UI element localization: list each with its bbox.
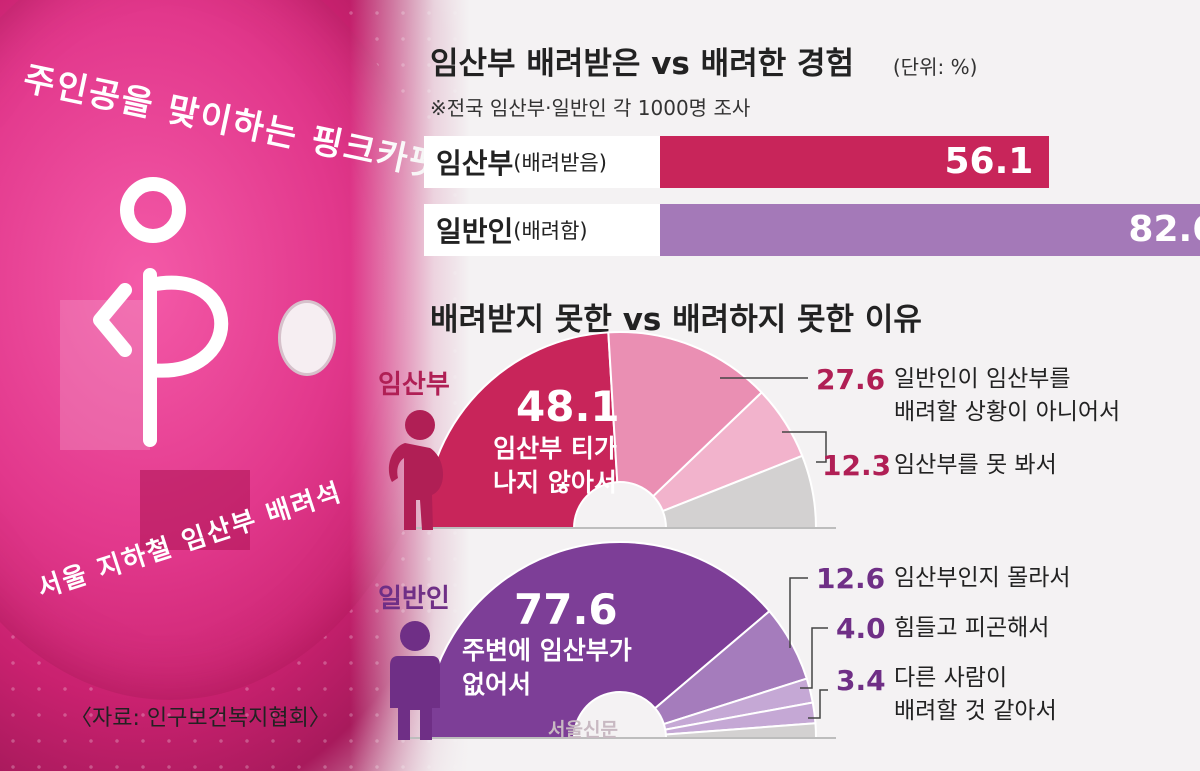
person-icon — [390, 621, 440, 740]
pregnant-logo-icon — [93, 177, 229, 447]
slice-value-label: 3.4 — [836, 664, 886, 697]
pregnant-woman-icon — [388, 410, 444, 530]
group-label-pregnant: 임산부 — [378, 370, 450, 400]
slice-label: 주변에 임산부가 없어서 — [462, 634, 632, 702]
leader-line — [782, 431, 827, 463]
leader-line — [800, 627, 828, 689]
slice-label: 임산부를 못 봐서 — [894, 452, 1057, 478]
semicircle-general — [404, 541, 836, 739]
slice-value-label: 48.1 — [516, 382, 620, 431]
slice-label-line: 다른 사람이 — [894, 665, 1008, 691]
slice-label: 임산부인지 몰라서 — [894, 565, 1071, 591]
bar-value-label: 56.1 — [944, 141, 1034, 182]
bar-category-main: 임산부 — [436, 147, 514, 180]
bar: 56.1 — [660, 136, 1050, 188]
bar: 82.6 — [660, 204, 1200, 256]
slice-value-label: 4.0 — [836, 612, 886, 645]
slice-label-line: 나지 않아서 — [493, 468, 617, 497]
pie-chart-title: 배려받지 못한 vs 배려하지 못한 이유 — [430, 302, 922, 338]
pie-slice — [422, 541, 771, 739]
bar-category-sub: (배려받음) — [513, 151, 607, 175]
watermark: 서울신문 — [548, 719, 618, 741]
bar-category-label: 일반인 (배려함) — [424, 204, 660, 256]
slice-value-label: 27.6 — [816, 363, 886, 396]
group-label-general: 일반인 — [378, 584, 450, 614]
bar-category-label: 임산부 (배려받음) — [424, 136, 660, 188]
slice-value-label: 12.6 — [816, 562, 886, 595]
slice-label: 임산부 티가 나지 않아서 — [480, 432, 630, 500]
photo-sticker — [278, 300, 336, 376]
survey-note: ※전국 임산부·일반인 각 1000명 조사 — [430, 96, 751, 120]
slice-value-label: 12.3 — [822, 449, 892, 482]
pie-slice — [607, 331, 764, 498]
slice-label-line: 임산부 티가 — [493, 434, 617, 463]
slice-label-line: 배려할 상황이 아니어서 — [894, 399, 1121, 425]
leader-line — [789, 577, 808, 648]
slice-label: 힘들고 피곤해서 — [894, 615, 1050, 641]
bar-value-label: 82.6 — [1128, 209, 1200, 250]
source-note: 〈자료: 인구보건복지협회〉 — [70, 706, 331, 731]
slice-label-line: 없어서 — [462, 670, 532, 699]
slice-label-line: 배려할 것 같아서 — [894, 698, 1057, 724]
slice-label-line: 주변에 임산부가 — [462, 636, 632, 665]
slice-label-line: 일반인이 임산부를 — [894, 366, 1071, 392]
semicircle-pregnant — [404, 331, 836, 529]
bar-category-main: 일반인 — [436, 215, 514, 248]
leader-line — [808, 689, 828, 719]
unit-label: (단위: %) — [892, 55, 978, 79]
pie-slice — [422, 331, 619, 529]
bar-chart-title-text: 임산부 배려받은 vs 배려한 경험 — [430, 46, 855, 82]
photo-tile — [140, 470, 250, 550]
bar-chart-title: 임산부 배려받은 vs 배려한 경험 (단위: %) — [430, 38, 977, 83]
pink-carpet-photo: 주인공을 맞이하는 핑크카펫 서울 지하철 임산부 배려석 — [0, 0, 470, 771]
slice-value-label: 77.6 — [514, 585, 618, 634]
slice-label: 다른 사람이 배려할 것 같아서 — [894, 662, 1057, 728]
bar-category-sub: (배려함) — [513, 219, 588, 243]
slice-label: 일반인이 임산부를 배려할 상황이 아니어서 — [894, 363, 1120, 429]
leader-lines — [720, 377, 828, 719]
